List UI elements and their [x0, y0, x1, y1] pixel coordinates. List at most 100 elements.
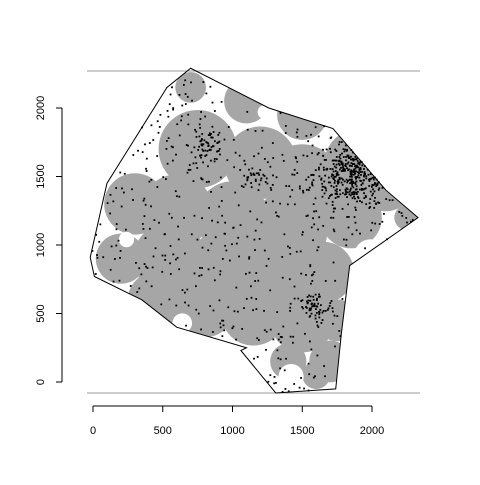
data-point — [301, 306, 304, 308]
data-point — [279, 202, 282, 205]
data-point — [322, 309, 325, 312]
data-point — [335, 190, 338, 193]
data-point — [312, 239, 314, 242]
data-point — [342, 170, 344, 172]
data-point — [341, 152, 343, 155]
data-point — [324, 186, 327, 189]
data-point — [372, 188, 374, 191]
data-point — [336, 171, 339, 174]
data-point — [340, 166, 342, 169]
data-point — [253, 155, 255, 158]
data-point — [350, 169, 353, 172]
data-point — [305, 134, 308, 137]
data-point — [311, 280, 314, 282]
data-point — [342, 166, 344, 168]
data-point — [175, 195, 178, 198]
data-point — [277, 357, 280, 360]
data-point — [250, 182, 252, 184]
data-point — [270, 189, 273, 191]
data-point — [279, 341, 282, 344]
data-point — [354, 221, 357, 224]
data-point — [204, 115, 206, 118]
data-point — [203, 139, 206, 142]
data-point — [346, 216, 349, 218]
data-point — [338, 178, 341, 181]
data-point — [192, 162, 195, 165]
data-point — [201, 138, 203, 140]
data-point — [309, 299, 312, 302]
data-point — [356, 160, 359, 162]
data-point — [156, 155, 159, 157]
data-point — [354, 155, 357, 158]
data-point — [334, 279, 337, 282]
data-point — [315, 321, 318, 323]
data-point — [256, 356, 259, 358]
data-point — [317, 135, 320, 138]
data-point — [320, 178, 323, 181]
data-point — [196, 167, 199, 169]
data-point — [200, 328, 202, 331]
data-point — [354, 188, 357, 191]
data-point — [336, 195, 339, 198]
data-point — [156, 120, 159, 123]
data-point — [148, 142, 151, 144]
data-point — [299, 250, 302, 253]
data-point — [221, 257, 224, 260]
data-point — [237, 204, 240, 207]
data-point — [135, 261, 137, 264]
data-point — [207, 145, 210, 147]
data-point — [284, 132, 287, 134]
data-point — [115, 228, 118, 231]
data-point — [178, 93, 181, 96]
data-point — [138, 267, 141, 270]
data-point — [363, 165, 366, 167]
data-point — [334, 175, 337, 178]
data-point — [226, 159, 229, 162]
data-point — [221, 214, 224, 217]
data-point — [370, 177, 373, 180]
data-point — [319, 308, 322, 311]
data-point — [321, 319, 324, 321]
data-point — [378, 187, 381, 190]
y-tick-label: 2000 — [35, 96, 47, 120]
data-point — [201, 246, 204, 249]
data-point — [333, 230, 336, 233]
data-point — [150, 285, 153, 288]
data-point — [323, 168, 325, 171]
data-point — [357, 174, 360, 177]
data-point — [321, 189, 324, 191]
data-point — [164, 254, 167, 257]
data-point — [205, 181, 208, 183]
data-point — [254, 130, 257, 132]
data-point — [333, 181, 336, 184]
data-point — [346, 196, 348, 198]
data-point — [146, 267, 149, 269]
data-point — [386, 238, 388, 241]
data-point — [109, 212, 112, 215]
data-point — [272, 174, 274, 177]
data-point — [366, 168, 369, 171]
data-point — [224, 221, 227, 224]
data-point — [311, 183, 313, 186]
data-point — [317, 246, 320, 249]
data-point — [373, 190, 376, 193]
data-point — [277, 215, 280, 218]
data-point — [198, 145, 201, 148]
data-point — [211, 136, 214, 139]
data-point — [350, 181, 353, 183]
data-point — [213, 279, 216, 282]
data-point — [118, 279, 121, 282]
data-point — [253, 357, 255, 360]
data-point — [189, 168, 192, 171]
data-point — [385, 198, 388, 200]
data-point — [322, 225, 325, 227]
data-point — [244, 163, 247, 166]
data-point — [345, 155, 347, 158]
data-point — [346, 179, 349, 182]
data-point — [172, 107, 175, 110]
data-point — [314, 126, 317, 129]
data-point — [219, 326, 222, 329]
data-point — [210, 242, 213, 245]
data-point — [273, 382, 276, 385]
data-point — [331, 307, 334, 309]
